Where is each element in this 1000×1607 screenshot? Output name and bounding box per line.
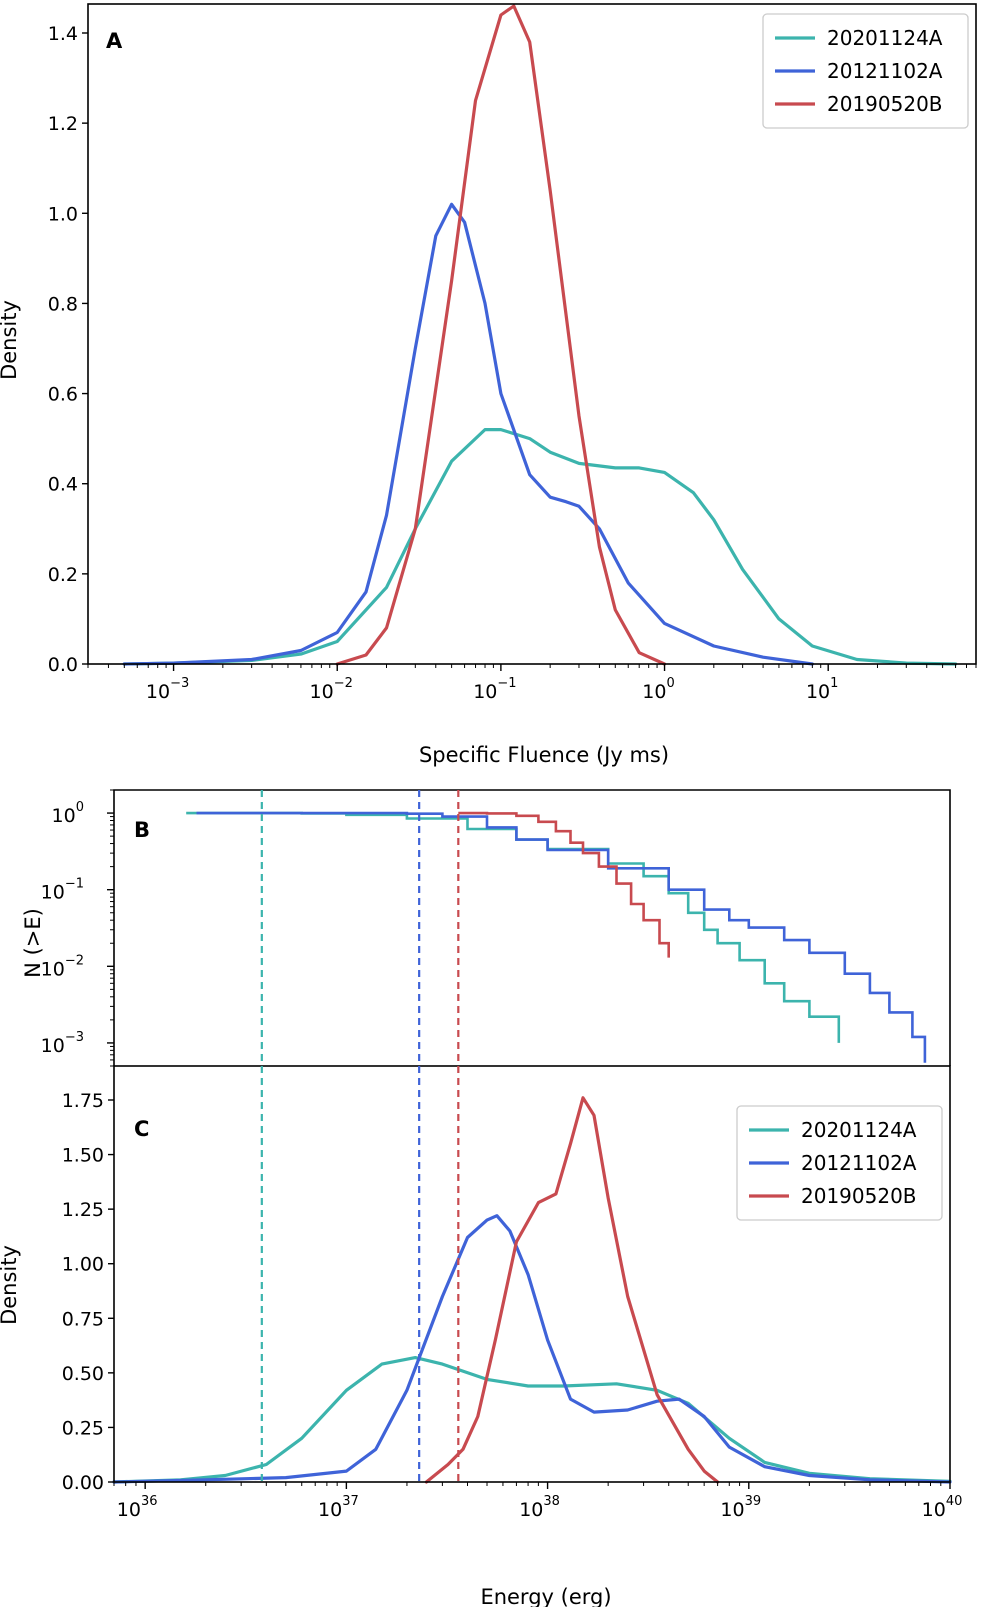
panel-a-ytick-label: 1.4 <box>48 23 78 45</box>
panel-c-curve-20190520B <box>424 1096 720 1484</box>
panel-a-legend-box <box>762 13 969 129</box>
panel-c-ylabel: Density <box>0 1245 21 1325</box>
panel-a-ylabel: Density <box>0 300 21 380</box>
panel-b-ytick-label: 100 <box>52 800 84 827</box>
panel-c-ytick-label: 1.00 <box>62 1254 104 1276</box>
panel-c-legend-box <box>736 1105 943 1221</box>
panel-a-xtick-exponent: −1 <box>497 676 516 691</box>
panel-c-legend-label: 20201124A <box>801 1118 917 1142</box>
panel-b-ytick-label: 10−3 <box>41 1030 84 1057</box>
panel-a-density-fluence: A Density Specific Fluence (Jy ms) 0.0 0.… <box>0 3 977 767</box>
panel-c-xtick-exponent: 39 <box>745 1494 762 1509</box>
panel-c-xtick-exponent: 40 <box>946 1494 963 1509</box>
panel-a-ytick-label: 0.8 <box>48 293 78 315</box>
panel-b-step-20201124A <box>186 811 841 1043</box>
panel-a-curve-20121102A <box>122 202 814 666</box>
panel-a-xtick-label: 10−3 <box>146 676 189 703</box>
panel-b-ytick-label: 10−1 <box>41 877 84 904</box>
panel-a-legend-label: 20121102A <box>827 59 943 83</box>
panel-b-ytick-label: 10−2 <box>41 953 84 980</box>
panel-b-ytick-exponent: −2 <box>65 953 84 968</box>
panel-b-ylabel: N (>E) <box>21 908 45 978</box>
panel-c-curve-20201124A <box>112 1356 952 1484</box>
panel-c-ytick-label: 0.25 <box>62 1417 104 1439</box>
panel-a-xtick-exponent: −3 <box>170 676 189 691</box>
panel-a-ytick-label: 0.6 <box>48 384 78 406</box>
panel-c-density-energy: C Density Energy (erg) 0.00 0.25 0.50 0.75 1… <box>0 1065 963 1607</box>
panel-c-xtick-label: 1039 <box>720 1494 761 1521</box>
panel-c-ytick-label: 1.50 <box>62 1145 104 1167</box>
panel-c-xtick-label: 1037 <box>318 1494 359 1521</box>
panel-a-legend-label: 20190520B <box>827 92 943 116</box>
panel-c-ytick-label: 0.50 <box>62 1363 104 1385</box>
panel-a-curve-20201124A <box>122 428 958 666</box>
panel-b-ytick-exponent: 0 <box>76 800 84 815</box>
panel-c-xtick-exponent: 37 <box>342 1494 359 1509</box>
panel-b-step-20121102A <box>196 811 927 1063</box>
panel-c-legend-label: 20121102A <box>801 1151 917 1175</box>
panel-a-ytick-label: 1.0 <box>48 203 78 225</box>
panel-letter-a: A <box>106 29 123 53</box>
panel-c-xtick-label: 1038 <box>519 1494 560 1521</box>
panel-b-ytick-exponent: −3 <box>65 1030 84 1045</box>
panel-a-ytick-label: 0.4 <box>48 474 78 496</box>
panel-c-xlabel: Energy (erg) <box>480 1585 611 1607</box>
panel-a-legend-label: 20201124A <box>827 26 943 50</box>
panel-a-xtick-exponent: 1 <box>830 676 838 691</box>
panel-c-xtick-exponent: 38 <box>543 1494 560 1509</box>
panel-c-xtick-label: 1040 <box>922 1494 963 1521</box>
panel-letter-c: C <box>134 1117 149 1141</box>
panel-c-ytick-label: 1.25 <box>62 1199 104 1221</box>
panel-letter-b: B <box>134 818 150 842</box>
panel-b-cumulative-energy: B N (>E) 100 10−1 10−2 10−3 <box>21 789 951 1067</box>
panel-a-xtick-label: 101 <box>806 676 838 703</box>
panel-c-legend-label: 20190520B <box>801 1184 917 1208</box>
panel-c-ytick-label: 0.00 <box>62 1472 104 1494</box>
panel-a-xtick-exponent: 0 <box>666 676 674 691</box>
panel-c-xtick-exponent: 36 <box>141 1494 158 1509</box>
panel-b-frame <box>113 789 951 1066</box>
panel-a-frame <box>87 3 977 665</box>
panel-a-ytick-label: 1.2 <box>48 113 78 135</box>
panel-a-ytick-label: 0.0 <box>48 654 78 676</box>
panel-a-xtick-exponent: −2 <box>334 676 353 691</box>
panel-a-curve-20190520B <box>335 4 667 666</box>
panel-a-xtick-label: 10−1 <box>473 676 516 703</box>
panel-c-ytick-label: 1.75 <box>62 1090 104 1112</box>
panel-a-xtick-label: 100 <box>642 676 674 703</box>
panel-a-ytick-label: 0.2 <box>48 564 78 586</box>
panel-a-xtick-label: 10−2 <box>310 676 353 703</box>
panel-b-step-20190520B <box>458 811 670 958</box>
panel-a-xlabel: Specific Fluence (Jy ms) <box>419 743 669 767</box>
panel-c-ytick-label: 0.75 <box>62 1308 104 1330</box>
panel-c-frame <box>113 1065 951 1483</box>
panel-c-xtick-label: 1036 <box>117 1494 158 1521</box>
panel-b-ytick-exponent: −1 <box>65 877 84 892</box>
panel-c-curve-20121102A <box>112 1214 952 1484</box>
